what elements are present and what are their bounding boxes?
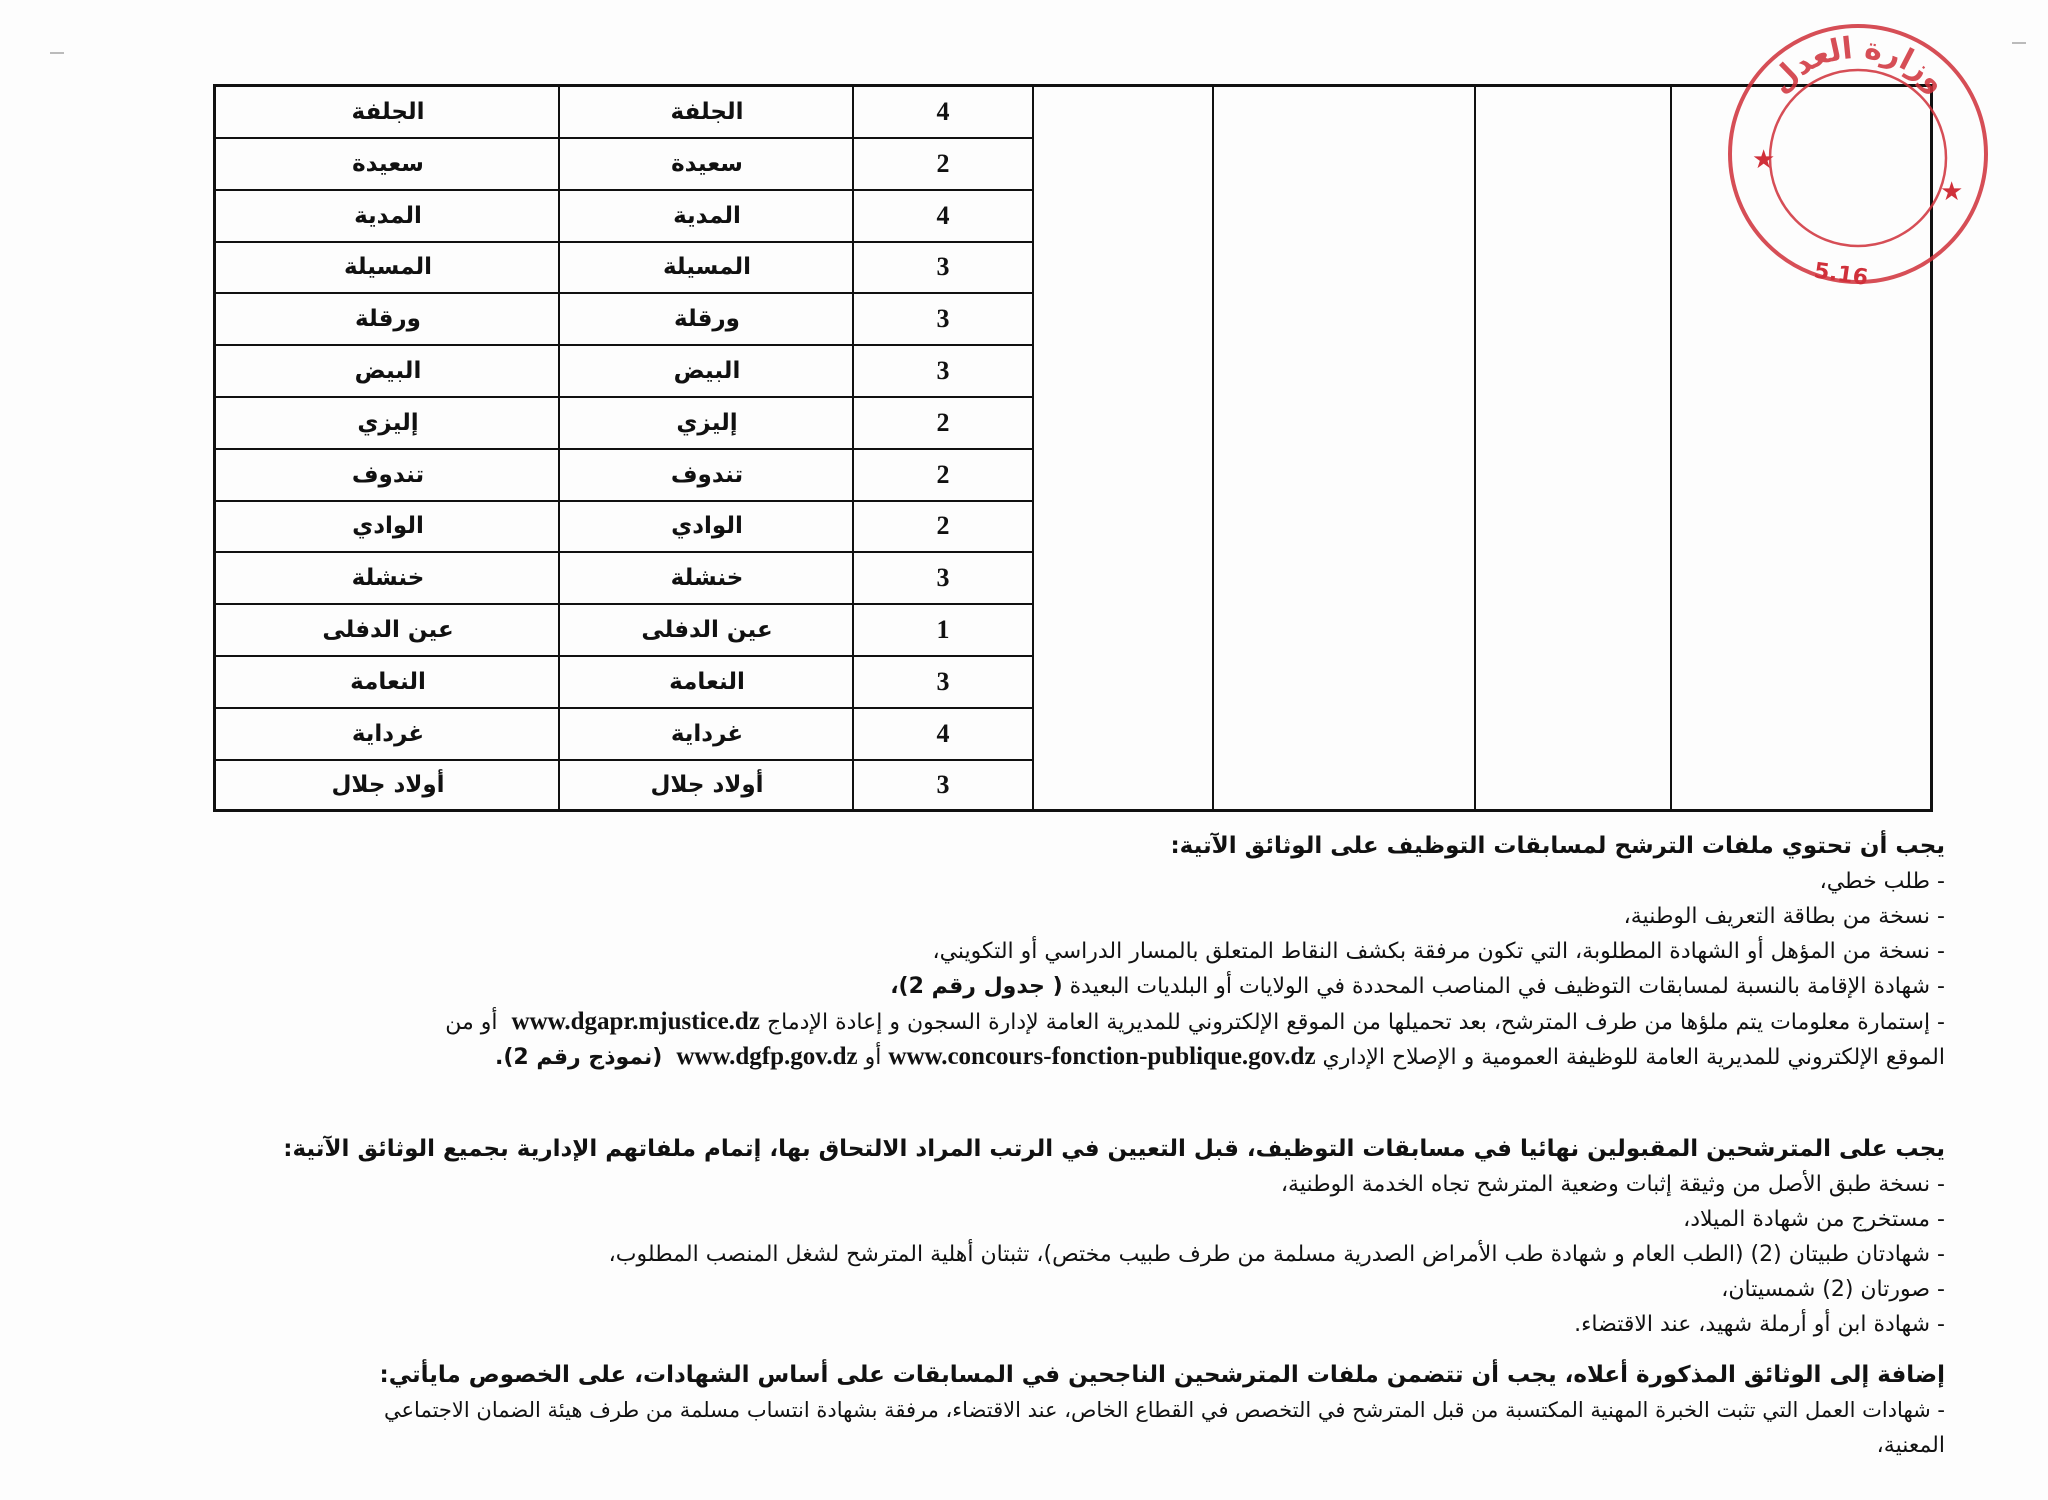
link-dgapr[interactable]: www.dgapr.mjustice.dz bbox=[511, 1008, 760, 1035]
wilaya-cell: ورقلة bbox=[674, 306, 740, 333]
positions-table: الجلفة الجلفة 4 سعيدة سعيدة 2 المدية المدية 4 الم… bbox=[213, 84, 1933, 812]
count-cell: 3 bbox=[936, 563, 950, 593]
wilaya-cell: الجلفة bbox=[670, 99, 744, 125]
list-item: - نسخة طبق الأصل من وثيقة إثبات وضعية ال… bbox=[1280, 1172, 1945, 1197]
star-icon: ★ bbox=[1940, 177, 1963, 207]
table-row: ورقلة ورقلة 3 bbox=[216, 294, 1032, 347]
scan-mark bbox=[50, 52, 64, 54]
table-row: تندوف تندوف 2 bbox=[216, 450, 1032, 502]
wilaya-cell: عين الدفلى bbox=[322, 617, 454, 643]
wilaya-cell: الوادي bbox=[352, 513, 424, 540]
table-row: الوادي الوادي 2 bbox=[216, 501, 1032, 554]
list-item: - صورتان (2) شمسيتان، bbox=[1721, 1277, 1945, 1302]
wilaya-cell: سعيدة bbox=[671, 150, 743, 177]
wilaya-cell: أولاد جلال bbox=[650, 772, 764, 799]
table-row: إليزي إليزي 2 bbox=[216, 398, 1032, 450]
wilaya-cell: المدية bbox=[673, 202, 741, 229]
count-cell: 2 bbox=[936, 511, 950, 541]
list-item: - إستمارة معلومات يتم ملؤها من طرف المتر… bbox=[180, 1004, 1945, 1039]
link-dgfp[interactable]: www.dgfp.gov.dz bbox=[676, 1043, 858, 1070]
wilaya-cell: ورقلة bbox=[355, 306, 421, 333]
count-cell: 4 bbox=[936, 718, 950, 748]
wilaya-cell: تندوف bbox=[670, 461, 744, 488]
list-item-continued: المعنية، bbox=[1876, 1433, 1945, 1458]
wilaya-cell: إليزي bbox=[676, 409, 738, 436]
count-cell: 3 bbox=[936, 770, 950, 800]
wilaya-cell: غرداية bbox=[351, 720, 425, 747]
wilaya-cell: تندوف bbox=[351, 461, 425, 488]
section-heading: يجب أن تحتوي ملفات الترشح لمسابقات التوظ… bbox=[1170, 833, 1945, 859]
or-text: أو bbox=[864, 1045, 882, 1070]
count-cell: 4 bbox=[936, 200, 950, 230]
count-cell: 2 bbox=[936, 148, 950, 178]
wilaya-cell: المسيلة bbox=[662, 254, 752, 281]
count-cell: 3 bbox=[936, 666, 950, 696]
list-item: - شهادة ابن أو أرملة شهيد، عند الاقتضاء. bbox=[1574, 1312, 1945, 1337]
table-row: خنشلة خنشلة 3 bbox=[216, 553, 1032, 606]
column-divider bbox=[1474, 87, 1476, 809]
count-cell: 1 bbox=[936, 615, 950, 644]
wilaya-cell: النعامة bbox=[669, 668, 745, 695]
wilaya-cell: سعيدة bbox=[352, 150, 424, 177]
section-final-documents: يجب على المترشحين المقبولين نهائيا في مس… bbox=[180, 1132, 1945, 1342]
table-row: سعيدة سعيدة 2 bbox=[216, 139, 1032, 191]
list-item: - طلب خطي، bbox=[1819, 869, 1945, 894]
table-row: المسيلة المسيلة 3 bbox=[216, 242, 1032, 295]
list-item: - نسخة من بطاقة التعريف الوطنية، bbox=[1623, 904, 1945, 929]
official-stamp: وزارة العدل ★ ★ 5.16 bbox=[1728, 24, 1988, 290]
count-cell: 3 bbox=[936, 304, 950, 334]
table-ref: ( جدول رقم 2)، bbox=[890, 974, 1063, 999]
wilaya-cell: أولاد جلال bbox=[331, 772, 445, 799]
section-diploma-documents: إضافة إلى الوثائق المذكورة أعلاه، يجب أن… bbox=[160, 1358, 1946, 1463]
table-row: الجلفة الجلفة 4 bbox=[216, 87, 1032, 139]
column-divider bbox=[1670, 87, 1672, 809]
section-heading: يجب على المترشحين المقبولين نهائيا في مس… bbox=[283, 1136, 1945, 1162]
section-heading: إضافة إلى الوثائق المذكورة أعلاه، يجب أن… bbox=[379, 1362, 1946, 1388]
section-required-documents: يجب أن تحتوي ملفات الترشح لمسابقات التوظ… bbox=[180, 829, 1945, 1074]
form-text: - إستمارة معلومات يتم ملؤها من طرف المتر… bbox=[766, 1010, 1945, 1035]
list-item: - نسخة من المؤهل أو الشهادة المطلوبة، ال… bbox=[932, 939, 1945, 964]
count-cell: 2 bbox=[936, 459, 950, 489]
wilaya-cell: الوادي bbox=[671, 513, 743, 540]
svg-text:وزارة العدل: وزارة العدل bbox=[1763, 31, 1953, 100]
list-item: - شهادة الإقامة بالنسبة لمسابقات التوظيف… bbox=[180, 969, 1945, 1004]
form-ref: (نموذج رقم 2). bbox=[494, 1045, 663, 1070]
wilaya-cell: المسيلة bbox=[343, 254, 433, 281]
column-divider bbox=[1032, 87, 1034, 809]
table-row: المدية المدية 4 bbox=[216, 191, 1032, 243]
wilaya-cell: المدية bbox=[354, 202, 422, 229]
list-item: - شهادتان طبيتان (2) (الطب العام و شهادة… bbox=[608, 1242, 1945, 1267]
link-concours[interactable]: www.concours-fonction-publique.gov.dz bbox=[888, 1043, 1316, 1070]
count-cell: 2 bbox=[936, 407, 950, 437]
table-row: البيض البيض 3 bbox=[216, 346, 1032, 398]
wilaya-cell: البيض bbox=[673, 358, 741, 384]
wilaya-cell: الجلفة bbox=[351, 99, 425, 125]
wilaya-cell: البيض bbox=[354, 358, 422, 384]
wilaya-cell: غرداية bbox=[670, 720, 744, 747]
form-text-or: أو من bbox=[445, 1010, 498, 1035]
residence-text: - شهادة الإقامة بالنسبة لمسابقات التوظيف… bbox=[1069, 974, 1945, 999]
wilaya-cell: خنشلة bbox=[670, 565, 744, 592]
count-cell: 4 bbox=[936, 97, 950, 126]
stamp-number: 5.16 bbox=[1812, 259, 1869, 290]
table-row: أولاد جلال أولاد جلال 3 bbox=[216, 760, 1032, 812]
list-item: - مستخرج من شهادة الميلاد، bbox=[1683, 1207, 1945, 1232]
wilaya-cell: عين الدفلى bbox=[641, 617, 773, 643]
list-item-continued: الموقع الإلكتروني للمديرية العامة للوظيف… bbox=[180, 1039, 1945, 1074]
table-row: غرداية غرداية 4 bbox=[216, 709, 1032, 761]
wilaya-cell: إليزي bbox=[357, 409, 419, 436]
wilaya-cell: النعامة bbox=[350, 668, 426, 695]
form-text: الموقع الإلكتروني للمديرية العامة للوظيف… bbox=[1322, 1045, 1945, 1070]
table-row: عين الدفلى عين الدفلى 1 bbox=[216, 605, 1032, 657]
wilaya-cell: خنشلة bbox=[351, 565, 425, 592]
star-icon: ★ bbox=[1752, 145, 1775, 175]
stamp-text: وزارة العدل bbox=[1763, 31, 1953, 100]
count-cell: 3 bbox=[936, 252, 950, 282]
list-item: - شهادات العمل التي تثبت الخبرة المهنية … bbox=[384, 1398, 1945, 1422]
scan-mark bbox=[2012, 42, 2026, 44]
table-row: النعامة النعامة 3 bbox=[216, 657, 1032, 709]
column-divider bbox=[1212, 87, 1214, 809]
count-cell: 3 bbox=[936, 356, 950, 385]
